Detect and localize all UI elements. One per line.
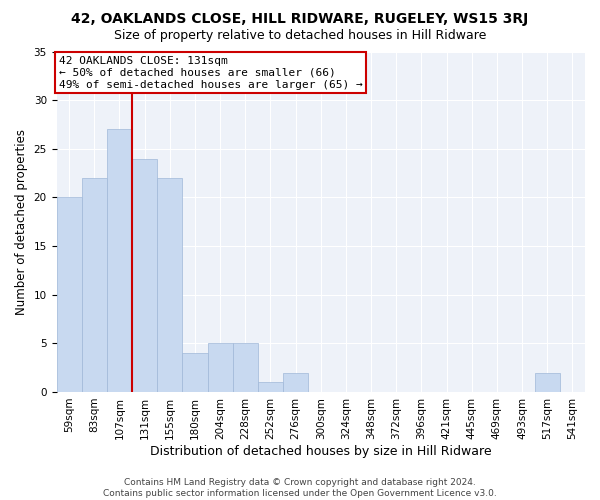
Text: 42, OAKLANDS CLOSE, HILL RIDWARE, RUGELEY, WS15 3RJ: 42, OAKLANDS CLOSE, HILL RIDWARE, RUGELE…	[71, 12, 529, 26]
Y-axis label: Number of detached properties: Number of detached properties	[15, 128, 28, 314]
Bar	[535, 372, 560, 392]
Bar	[107, 130, 132, 392]
Bar	[208, 344, 233, 392]
Bar	[258, 382, 283, 392]
Text: 42 OAKLANDS CLOSE: 131sqm
← 50% of detached houses are smaller (66)
49% of semi-: 42 OAKLANDS CLOSE: 131sqm ← 50% of detac…	[59, 56, 362, 90]
Text: Contains HM Land Registry data © Crown copyright and database right 2024.
Contai: Contains HM Land Registry data © Crown c…	[103, 478, 497, 498]
Bar	[283, 372, 308, 392]
Bar	[233, 344, 258, 392]
Bar	[56, 198, 82, 392]
Text: Size of property relative to detached houses in Hill Ridware: Size of property relative to detached ho…	[114, 29, 486, 42]
X-axis label: Distribution of detached houses by size in Hill Ridware: Distribution of detached houses by size …	[150, 444, 491, 458]
Bar	[157, 178, 182, 392]
Bar	[82, 178, 107, 392]
Bar	[182, 353, 208, 392]
Bar	[132, 158, 157, 392]
